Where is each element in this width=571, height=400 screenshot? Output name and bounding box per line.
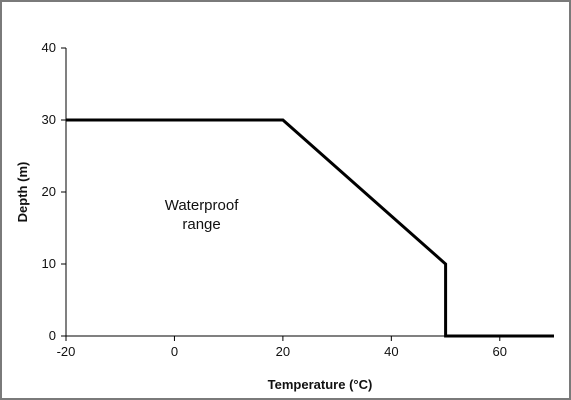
y-tick-label: 10 xyxy=(42,256,56,271)
y-tick-label: 30 xyxy=(42,112,56,127)
y-tick-label: 40 xyxy=(42,40,56,55)
axes xyxy=(61,47,554,341)
x-tick-label: 20 xyxy=(276,344,290,359)
x-tick-label: -20 xyxy=(57,344,76,359)
y-tick-labels: 0 10 20 30 40 xyxy=(42,40,56,343)
y-tick-label: 20 xyxy=(42,184,56,199)
x-tick-labels: -20 0 20 40 60 xyxy=(57,344,507,359)
annotation-line: range xyxy=(182,216,220,233)
x-tick-label: 0 xyxy=(171,344,178,359)
x-tick-label: 40 xyxy=(384,344,398,359)
x-tick-label: 60 xyxy=(493,344,507,359)
annotation-line: Waterproof xyxy=(165,197,239,214)
x-axis-title: Temperature (°C) xyxy=(268,377,373,392)
series-line xyxy=(66,118,554,338)
series-group xyxy=(66,118,554,338)
y-axis-title: Depth (m) xyxy=(15,162,30,223)
waterproof-range-annotation: Waterproof range xyxy=(165,197,239,233)
y-tick-label: 0 xyxy=(49,328,56,343)
annotations-group: Waterproof range xyxy=(165,197,239,233)
